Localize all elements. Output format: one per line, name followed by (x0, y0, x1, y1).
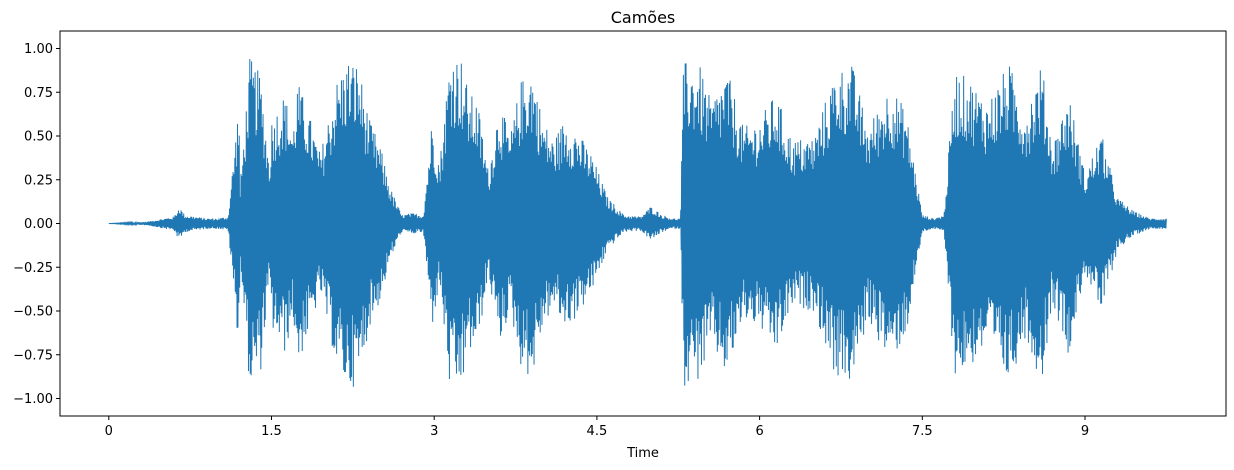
x-axis: 0 1.5 3 4.5 6 7.5 9 (105, 416, 1089, 439)
waveform-series (108, 58, 1167, 387)
chart-title: Camões (611, 8, 676, 27)
x-tick-label: 9 (1081, 424, 1089, 439)
y-tick-label: 1.00 (24, 42, 53, 57)
waveform-line (108, 58, 1167, 387)
y-tick-label: 0.50 (24, 130, 53, 145)
y-tick-label: −0.25 (13, 261, 53, 276)
y-tick-label: 0.00 (24, 217, 53, 232)
x-tick-label: 7.5 (912, 424, 933, 439)
y-tick-label: −0.75 (13, 348, 53, 363)
x-tick-label: 0 (105, 424, 113, 439)
y-tick-label: −0.50 (13, 305, 53, 320)
x-axis-label: Time (626, 446, 659, 461)
x-tick-label: 6 (755, 424, 763, 439)
plot-area (59, 30, 1227, 417)
x-tick-label: 1.5 (261, 424, 282, 439)
x-tick-label: 4.5 (587, 424, 608, 439)
y-axis: 1.00 0.75 0.50 0.25 0.00 −0.25 −0.50 −0.75 −1.00 (13, 42, 60, 407)
x-tick-label: 3 (430, 424, 438, 439)
y-tick-label: −1.00 (13, 392, 53, 407)
y-tick-label: 0.75 (24, 86, 53, 101)
y-tick-label: 0.25 (24, 173, 53, 188)
